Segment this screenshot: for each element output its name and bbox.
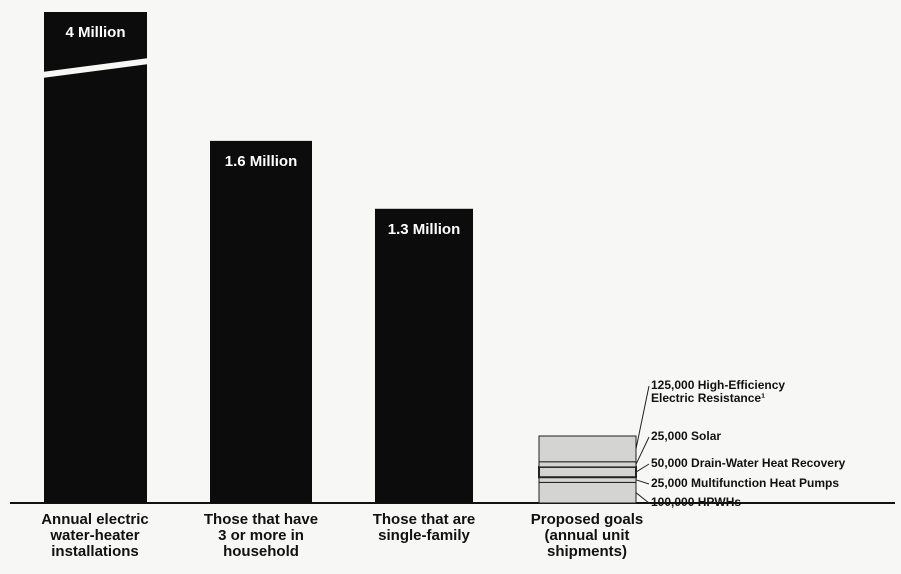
goal-leader-line-0 — [635, 492, 650, 504]
axis-break-gap — [42, 58, 149, 78]
goal-stack-group — [538, 385, 650, 504]
goal-leader-line-4 — [635, 385, 650, 449]
category-label-1: Those that have 3 or more in household — [203, 511, 319, 560]
category-label-3: Proposed goals (annual unit shipments) — [530, 511, 644, 560]
goal-annotation-4: 125,000 High-Efficiency Electric Resista… — [651, 378, 786, 405]
goal-segment-2 — [538, 465, 637, 479]
goal-annotation-0: 100,000 HPWHs — [651, 495, 742, 509]
goal-segment-3 — [538, 461, 637, 468]
bar-value-label-0: 4 Million — [66, 24, 126, 41]
goal-leader-line-2 — [635, 463, 650, 473]
category-label-2: Those that are single-family — [372, 511, 476, 544]
goal-annotation-3: 25,000 Solar — [651, 429, 722, 443]
goal-annotation-1: 25,000 Multifunction Heat Pumps — [651, 476, 840, 490]
bar-2 — [375, 208, 473, 503]
bar-value-label-2: 1.3 Million — [388, 221, 461, 238]
bars-group: 4 Million 1.6 Million 1.3 Million — [42, 12, 473, 504]
bar-1 — [210, 140, 312, 504]
category-label-0: Annual electric water-heater installatio… — [41, 511, 149, 560]
bar-value-label-1: 1.6 Million — [225, 153, 298, 170]
goal-leader-line-1 — [635, 479, 650, 485]
goal-annotation-2: 50,000 Drain-Water Heat Recovery — [651, 456, 846, 470]
bar-0 — [44, 12, 147, 503]
goal-leader-line-3 — [635, 436, 650, 465]
goal-segment-0 — [538, 481, 637, 504]
goal-segment-4 — [538, 435, 637, 463]
